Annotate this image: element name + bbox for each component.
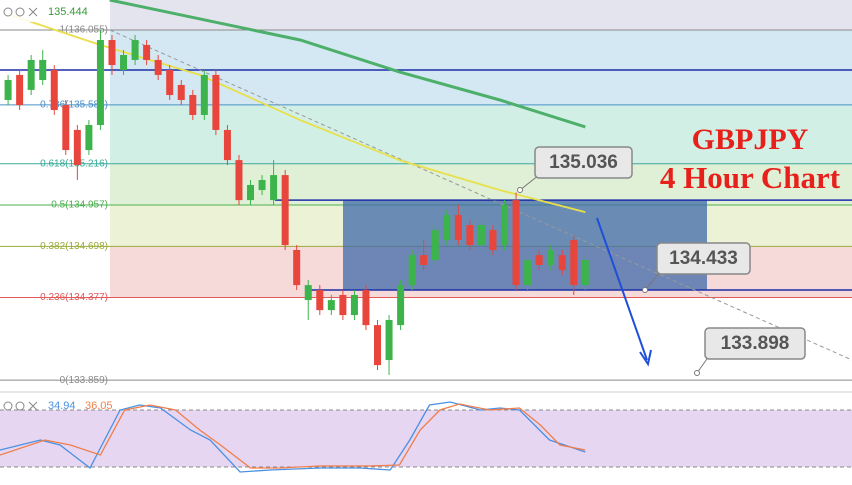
icon-eye[interactable] xyxy=(3,401,13,411)
legend-bg xyxy=(0,2,95,22)
candle-body xyxy=(50,69,58,111)
fib-band xyxy=(110,104,852,164)
icon-close[interactable] xyxy=(28,7,38,17)
icon-eye[interactable] xyxy=(3,7,13,17)
candle-body xyxy=(27,59,35,90)
icon-close[interactable] xyxy=(28,401,38,411)
candle-body xyxy=(85,125,93,151)
candle-body xyxy=(73,129,81,166)
last-price: 135.444 xyxy=(48,6,88,18)
candle-body xyxy=(39,59,47,81)
candle-body xyxy=(96,40,104,126)
callout-box xyxy=(534,146,633,179)
candle-body xyxy=(420,255,428,265)
candle-body xyxy=(4,80,12,100)
fib-label: 0.236(134.377) xyxy=(40,292,108,303)
candle-body xyxy=(223,129,231,161)
callout-pointer xyxy=(644,270,662,291)
candle-body xyxy=(16,74,24,106)
chart-title: GBPJPY xyxy=(692,123,809,156)
candle-body xyxy=(524,260,532,286)
candle-body xyxy=(477,224,485,246)
fib-label: 0(133.859) xyxy=(60,375,108,386)
callout-label: 135.036 xyxy=(549,152,618,173)
arrow-shaft xyxy=(596,217,648,361)
candle-body xyxy=(431,230,439,261)
callout-anchor xyxy=(694,370,700,376)
candle-body xyxy=(281,175,289,246)
candle-body xyxy=(466,224,474,246)
candle-body xyxy=(547,250,555,265)
candle-body xyxy=(501,205,509,246)
trend-line xyxy=(109,29,852,361)
candle-body xyxy=(512,200,520,286)
candles xyxy=(4,29,589,376)
candle-body xyxy=(212,74,220,130)
fib-label: 0.5(134.957) xyxy=(51,200,108,211)
candle-body xyxy=(258,180,266,191)
candle-body xyxy=(293,250,301,286)
candle-body xyxy=(131,40,139,60)
callout-label: 134.433 xyxy=(669,248,738,269)
callout-label: 133.898 xyxy=(721,333,790,354)
candle-body xyxy=(316,290,324,311)
candle-body xyxy=(154,59,162,75)
stochastic-panel xyxy=(0,401,852,473)
candle-body xyxy=(327,300,335,311)
candle-body xyxy=(62,105,70,151)
chart-subtitle: 4 Hour Chart xyxy=(660,160,841,195)
icon-settings[interactable] xyxy=(15,401,25,411)
icon-settings[interactable] xyxy=(15,7,25,17)
forecast-arrow xyxy=(596,217,652,367)
candle-body xyxy=(454,215,462,240)
candle-body xyxy=(120,55,128,70)
fib-band xyxy=(110,29,852,105)
candle-body xyxy=(270,175,278,201)
horizontal-lines xyxy=(0,69,852,291)
candle-body xyxy=(304,285,312,301)
candle-body xyxy=(166,69,174,96)
callout-box xyxy=(656,242,751,275)
stoch-band xyxy=(0,410,852,467)
candle-body xyxy=(189,95,197,115)
candle-body xyxy=(143,44,151,60)
candle-body xyxy=(397,285,405,326)
moving-average xyxy=(109,0,586,129)
candle-body xyxy=(385,320,393,361)
candle-body xyxy=(247,184,255,201)
stoch-line xyxy=(0,403,586,469)
fib-label: 0.382(134.698) xyxy=(40,241,108,252)
arrow-head xyxy=(639,349,652,367)
callout-anchor xyxy=(642,287,648,293)
candle-body xyxy=(489,230,497,251)
top-legend: 135.444 xyxy=(0,2,95,22)
candle-body xyxy=(339,294,347,316)
candle-body xyxy=(200,74,208,115)
candle-body xyxy=(581,260,589,286)
candle-body xyxy=(177,84,185,100)
candle-body xyxy=(374,325,382,366)
fib-label: 1(136.055) xyxy=(60,25,108,36)
candle-body xyxy=(235,160,243,201)
fib-label: 0.786(135.585) xyxy=(40,100,108,111)
candle-body xyxy=(350,294,358,316)
candle-body xyxy=(108,40,116,66)
stoch-legend: 34.94 36.05 xyxy=(3,400,113,412)
stoch-k-readout: 34.94 xyxy=(48,400,76,412)
candle-body xyxy=(570,239,578,286)
candle-body xyxy=(443,215,451,240)
candle-body xyxy=(558,255,566,271)
callout-box xyxy=(704,327,806,360)
top-band xyxy=(110,0,852,30)
callout-anchor xyxy=(517,187,523,193)
stoch-d-readout: 36.05 xyxy=(85,400,113,412)
candle-body xyxy=(535,255,543,265)
candle-body xyxy=(362,290,370,326)
callouts: 135.036 134.433 133.898 xyxy=(517,146,806,376)
candle-body xyxy=(408,255,416,286)
